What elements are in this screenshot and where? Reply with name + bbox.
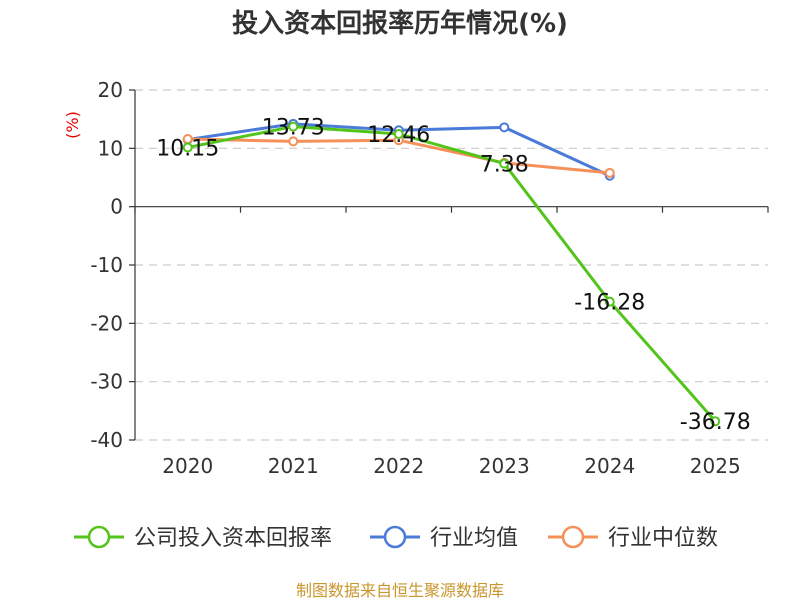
data-point xyxy=(393,128,404,139)
x-tick-label: 2022 xyxy=(373,454,424,478)
legend-label: 行业中位数 xyxy=(608,526,718,551)
data-point xyxy=(499,158,510,169)
legend-marker xyxy=(87,525,111,549)
chart-title: 投入资本回报率历年情况(%) xyxy=(232,8,568,39)
y-tick-label: 10 xyxy=(98,136,123,160)
grid-lines xyxy=(135,89,768,441)
y-tick-label: 20 xyxy=(98,78,123,102)
data-point xyxy=(499,122,510,133)
data-label: 13.73 xyxy=(262,116,325,141)
data-labels: 10.15 13.73 12.46 7.38 -16.28 -36.78 xyxy=(156,116,750,436)
data-label: -16.28 xyxy=(574,291,645,316)
y-tick-label: -40 xyxy=(90,428,123,452)
y-axis-unit: (%) xyxy=(63,111,82,139)
data-point xyxy=(288,136,299,147)
source-note: 制图数据来自恒生聚源数据库 xyxy=(296,581,504,600)
data-label: -36.78 xyxy=(680,410,751,435)
legend-marker xyxy=(561,525,585,549)
data-label: 7.38 xyxy=(480,153,529,178)
y-tick-label: -10 xyxy=(90,253,123,277)
x-tick-label: 2021 xyxy=(268,454,319,478)
legend-label: 行业均值 xyxy=(430,526,518,551)
x-tick-label: 2025 xyxy=(690,454,741,478)
legend: 公司投入资本回报率 行业均值 行业中位数 xyxy=(74,525,718,551)
data-point xyxy=(288,121,299,132)
legend-marker xyxy=(383,525,407,549)
data-point xyxy=(182,142,193,153)
legend-label: 公司投入资本回报率 xyxy=(134,526,332,551)
x-tick-label: 2020 xyxy=(162,454,213,478)
data-point xyxy=(710,416,721,427)
series-lines xyxy=(182,118,721,427)
x-tick-label: 2023 xyxy=(479,454,530,478)
data-label: 10.15 xyxy=(156,136,219,161)
data-point xyxy=(604,167,615,178)
axes: 20 10 0 -10 -20 -30 -40 2020 2021 2022 2023 2024 202… xyxy=(90,78,769,478)
y-tick-label: -30 xyxy=(90,370,123,394)
x-tick-label: 2024 xyxy=(584,454,635,478)
data-point xyxy=(604,296,615,307)
y-tick-label: -20 xyxy=(90,311,123,335)
y-tick-label: 0 xyxy=(110,195,123,219)
series-line-0 xyxy=(187,125,717,423)
data-label: 12.46 xyxy=(367,123,430,148)
